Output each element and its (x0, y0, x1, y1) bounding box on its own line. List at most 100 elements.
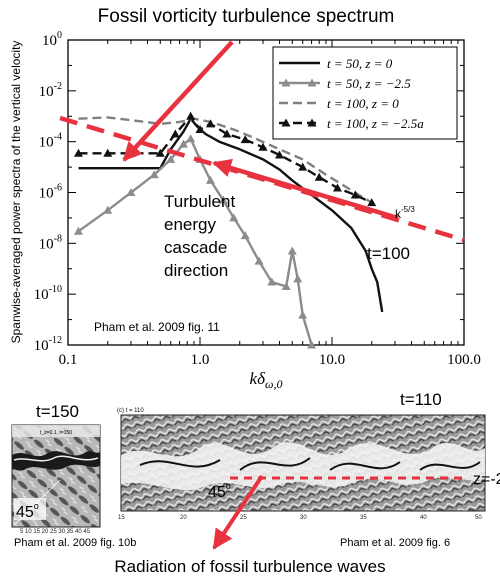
cascade-label-2: energy (164, 215, 216, 234)
panel-fig10b: t_z=0.1, t=150 45o (11, 424, 101, 528)
spectrum-chart: 0.1 1.0 10.0 100.0 10010-210-410-610-810-10… (9, 30, 481, 391)
panel-fig6-tick: 30 (300, 515, 307, 521)
panel-fig6-header: (c) t = 110 (117, 408, 144, 414)
top-title: Fossil vorticity turbulence spectrum (98, 6, 395, 27)
legend-entry-label: t = 50, z = 0 (327, 56, 393, 71)
series-marker (298, 162, 308, 171)
red-annotations (59, 40, 465, 243)
panel-fig10b-band-highlight (13, 455, 99, 462)
series-marker (307, 340, 317, 349)
series-line (78, 117, 384, 313)
t100-label: t=100 (367, 244, 410, 263)
series-marker (258, 142, 268, 151)
panel-fig6-axis: 15 20 25 30 35 40 50 (118, 515, 482, 521)
legend-swatch-marker (281, 78, 291, 87)
legend-entry-label: t = 50, z = −2.5 (327, 76, 411, 91)
x-tick-label: 10.0 (319, 352, 345, 368)
series-marker (287, 246, 297, 255)
series-marker (186, 111, 196, 120)
panel-fig6-eddies (139, 457, 481, 471)
legend-swatch-marker (281, 118, 291, 127)
series-marker (155, 148, 165, 157)
y-tick-base: 10 (39, 135, 54, 151)
y-axis-label: Spanwise-averaged power spectra of the v… (9, 41, 23, 344)
y-tick-exp: -10 (49, 284, 62, 295)
panel-fig10b-label-bg (14, 498, 46, 520)
cascade-label-3: cascade (164, 238, 227, 257)
series-3 (78, 116, 373, 204)
series-marker (293, 274, 303, 283)
y-tick-exp: 0 (57, 30, 62, 41)
series-marker (103, 205, 113, 214)
panel-fig10b-tick: 5 10 15 20 25 30 35 40 45 (20, 529, 91, 535)
series-marker (332, 183, 342, 192)
fig6-reference: Pham et al. 2009 fig. 6 (340, 537, 450, 549)
panel-fig10b-header: t_z=0.1, t=150 (40, 430, 72, 436)
series-marker (103, 148, 113, 157)
series-marker (254, 256, 264, 265)
series-marker (222, 129, 232, 138)
panel-fig6-tick: 40 (420, 515, 427, 521)
panel-fig6-tick: 35 (360, 515, 367, 521)
panel-fig6-shear-layer (121, 442, 485, 491)
angle-left-degree: o (34, 501, 39, 511)
series-marker (229, 213, 239, 222)
x-tick-label: 1.0 (191, 352, 210, 368)
angle-left-value: 45 (16, 504, 34, 521)
panel-fig6-tick: 25 (240, 515, 247, 521)
series-marker (240, 231, 250, 240)
legend: t = 50, z = 0 t = 50, z = −2.5 t = 100, z … (272, 46, 458, 140)
kolmogorov-label: k-5/3 (395, 205, 415, 221)
t110-label: t=110 (400, 390, 442, 409)
series-marker (218, 195, 228, 204)
y-tick-label: 100 (42, 30, 62, 49)
panel-fig6-tick: 20 (180, 515, 187, 521)
y-tick-label: 10-12 (34, 335, 62, 354)
z-level-label: z=-2.5 (473, 471, 500, 488)
legend-swatch-marker (307, 118, 317, 127)
series-marker (186, 134, 196, 143)
kolmogorov-k: k (395, 207, 402, 221)
series-marker (73, 148, 83, 157)
legend-entry-label: t = 100, z = −2.5a (327, 116, 424, 131)
series-marker (240, 135, 250, 144)
y-tick-label: 10-2 (39, 81, 62, 100)
series-marker (179, 139, 189, 148)
series-marker (274, 150, 284, 159)
y-tick-exp: -6 (54, 183, 62, 194)
x-axis-label-sub: ω,0 (265, 377, 282, 391)
panel-fig6: (c) t = 110 15 20 25 30 35 40 50 5 10 15… (20, 408, 486, 535)
series-line (78, 116, 373, 204)
series-marker (367, 198, 377, 207)
t150-label: t=150 (36, 402, 79, 421)
y-tick-base: 10 (42, 33, 57, 49)
series-marker (298, 310, 308, 319)
y-tick-label: 10-10 (34, 284, 62, 303)
panel-fig10b-turbulent-band (12, 451, 100, 471)
series-marker (267, 277, 277, 286)
series-marker (195, 125, 205, 134)
series-marker (205, 175, 215, 184)
y-tick-exp: -4 (54, 132, 62, 143)
series-marker (314, 172, 324, 181)
kolmogorov-exp: -5/3 (401, 205, 415, 214)
cascade-label-4: direction (164, 261, 228, 280)
y-tick-exp: -12 (49, 335, 62, 346)
angle-right-value: 45 (208, 484, 226, 501)
fossil-spectrum-arrow (122, 40, 234, 162)
series-layer (73, 111, 384, 349)
angle-right-degree: o (226, 481, 231, 491)
legend-entry-label: t = 100, z = 0 (327, 96, 399, 111)
y-tick-label: 10-4 (39, 132, 62, 151)
series-1 (78, 117, 384, 313)
series-marker (350, 190, 360, 199)
fig11-reference: Pham et al. 2009 fig. 11 (94, 320, 220, 334)
series-marker (166, 154, 176, 163)
axis-ticks (67, 39, 464, 346)
x-axis-label: kδω,0 (250, 369, 283, 391)
series-marker (170, 129, 180, 138)
y-tick-base: 10 (39, 186, 54, 202)
y-tick-exp: -2 (54, 81, 62, 92)
